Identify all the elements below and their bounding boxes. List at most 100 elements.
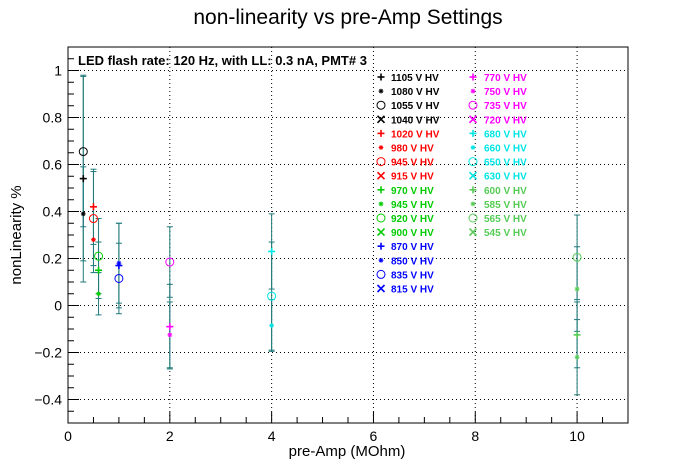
- legend-marker: [469, 73, 477, 81]
- legend: 1105 V HV 1080 V HV 1055 V HV 1040 V HV 1020…: [376, 73, 527, 296]
- legend-marker: [378, 257, 384, 263]
- legend-label: 650 V HV: [484, 158, 527, 169]
- legend-marker: [469, 129, 477, 137]
- legend-label: 850 V HV: [391, 256, 434, 267]
- data-point: [167, 332, 173, 338]
- legend-marker: [376, 157, 386, 167]
- y-tick-label: 0.4: [43, 204, 63, 220]
- tick-labels: 0 2 4 6 8 10 −0.4 −0.2 0 0.2 0.4 0.6 0.8 1: [34, 63, 585, 445]
- legend-marker: [376, 213, 386, 223]
- legend-label: 1055 V HV: [391, 101, 440, 112]
- data-point: [114, 273, 124, 283]
- legend-marker: [377, 73, 385, 81]
- x-tick-label: 10: [569, 428, 585, 444]
- y-tick-label: 0: [54, 298, 62, 314]
- error-bar: [80, 75, 87, 228]
- legend-marker: [468, 115, 478, 124]
- legend-marker: [469, 186, 477, 194]
- legend-marker: [376, 269, 386, 279]
- legend-label: 970 V HV: [391, 186, 434, 197]
- legend-label: 630 V HV: [484, 172, 527, 183]
- legend-label: 900 V HV: [391, 228, 434, 239]
- legend-marker: [376, 228, 386, 237]
- legend-label: 835 V HV: [391, 270, 434, 281]
- error-bar: [166, 226, 173, 298]
- data-point: [573, 331, 581, 339]
- axis-ticks: [67, 46, 629, 424]
- y-tick-label: 1: [54, 63, 62, 79]
- legend-label: 600 V HV: [484, 186, 527, 197]
- legend-label: 870 V HV: [391, 242, 434, 253]
- data-point: [574, 354, 580, 360]
- x-tick-label: 0: [64, 428, 72, 444]
- legend-marker: [377, 129, 385, 137]
- y-tick-label: 0.6: [43, 157, 63, 173]
- y-tick-label: 0.2: [43, 251, 63, 267]
- error-bar: [90, 171, 97, 267]
- legend-marker: [468, 157, 478, 167]
- y-tick-label: −0.4: [34, 392, 62, 408]
- x-tick-label: 6: [370, 428, 378, 444]
- data-point: [89, 203, 97, 211]
- legend-label: 1105 V HV: [391, 73, 439, 84]
- legend-marker: [470, 201, 476, 207]
- legend-marker: [468, 100, 478, 110]
- legend-marker: [376, 100, 386, 110]
- data-point: [269, 323, 275, 328]
- legend-marker: [468, 213, 478, 223]
- data-point: [88, 214, 98, 224]
- data-point: [96, 291, 101, 297]
- legend-marker: [468, 228, 478, 237]
- legend-marker: [378, 201, 384, 207]
- x-tick-label: 2: [166, 428, 174, 444]
- data-point: [166, 323, 174, 331]
- legend-label: 680 V HV: [484, 129, 527, 140]
- data-point: [574, 286, 580, 292]
- legend-marker: [378, 88, 384, 94]
- data-point: [94, 251, 104, 261]
- error-bar: [268, 241, 275, 351]
- data-markers: [78, 147, 582, 360]
- legend-label: 1040 V HV: [391, 115, 440, 126]
- legend-label: 1080 V HV: [391, 87, 440, 98]
- legend-marker: [376, 284, 386, 293]
- error-bar: [115, 242, 122, 315]
- y-axis-label: nonLinearity %: [8, 185, 25, 284]
- legend-label: 980 V HV: [391, 144, 434, 155]
- chart-title: non-linearity vs pre-Amp Settings: [193, 6, 502, 29]
- data-point: [267, 291, 277, 301]
- data-point: [572, 252, 582, 262]
- y-tick-label: −0.2: [34, 345, 62, 361]
- chart-annotation: LED flash rate: 120 Hz, with LL: 0.3 nA,…: [78, 53, 367, 68]
- legend-label: 815 V HV: [391, 285, 434, 296]
- legend-label: 735 V HV: [484, 101, 527, 112]
- legend-label: 945 V HV: [391, 200, 434, 211]
- legend-label: 720 V HV: [484, 115, 527, 126]
- data-point: [91, 237, 96, 243]
- x-tick-label: 8: [471, 428, 479, 444]
- legend-label: 770 V HV: [484, 73, 527, 84]
- legend-marker: [470, 145, 476, 150]
- data-point: [80, 211, 86, 217]
- legend-label: 565 V HV: [484, 214, 527, 225]
- legend-marker: [470, 88, 476, 94]
- legend-label: 945 V HV: [391, 158, 434, 169]
- legend-marker: [378, 145, 384, 150]
- data-point: [116, 260, 122, 266]
- legend-label: 545 V HV: [484, 228, 527, 239]
- data-point: [165, 257, 175, 267]
- x-tick-label: 4: [268, 428, 276, 444]
- data-point: [268, 247, 276, 255]
- legend-label: 1020 V HV: [391, 129, 440, 140]
- legend-label: 920 V HV: [391, 214, 434, 225]
- legend-marker: [376, 171, 386, 180]
- legend-marker: [377, 186, 385, 194]
- legend-marker: [468, 171, 478, 180]
- data-point: [79, 175, 87, 183]
- legend-marker: [377, 242, 385, 250]
- legend-label: 585 V HV: [484, 200, 527, 211]
- error-bar: [574, 214, 581, 301]
- legend-marker: [376, 115, 386, 124]
- legend-label: 750 V HV: [484, 87, 527, 98]
